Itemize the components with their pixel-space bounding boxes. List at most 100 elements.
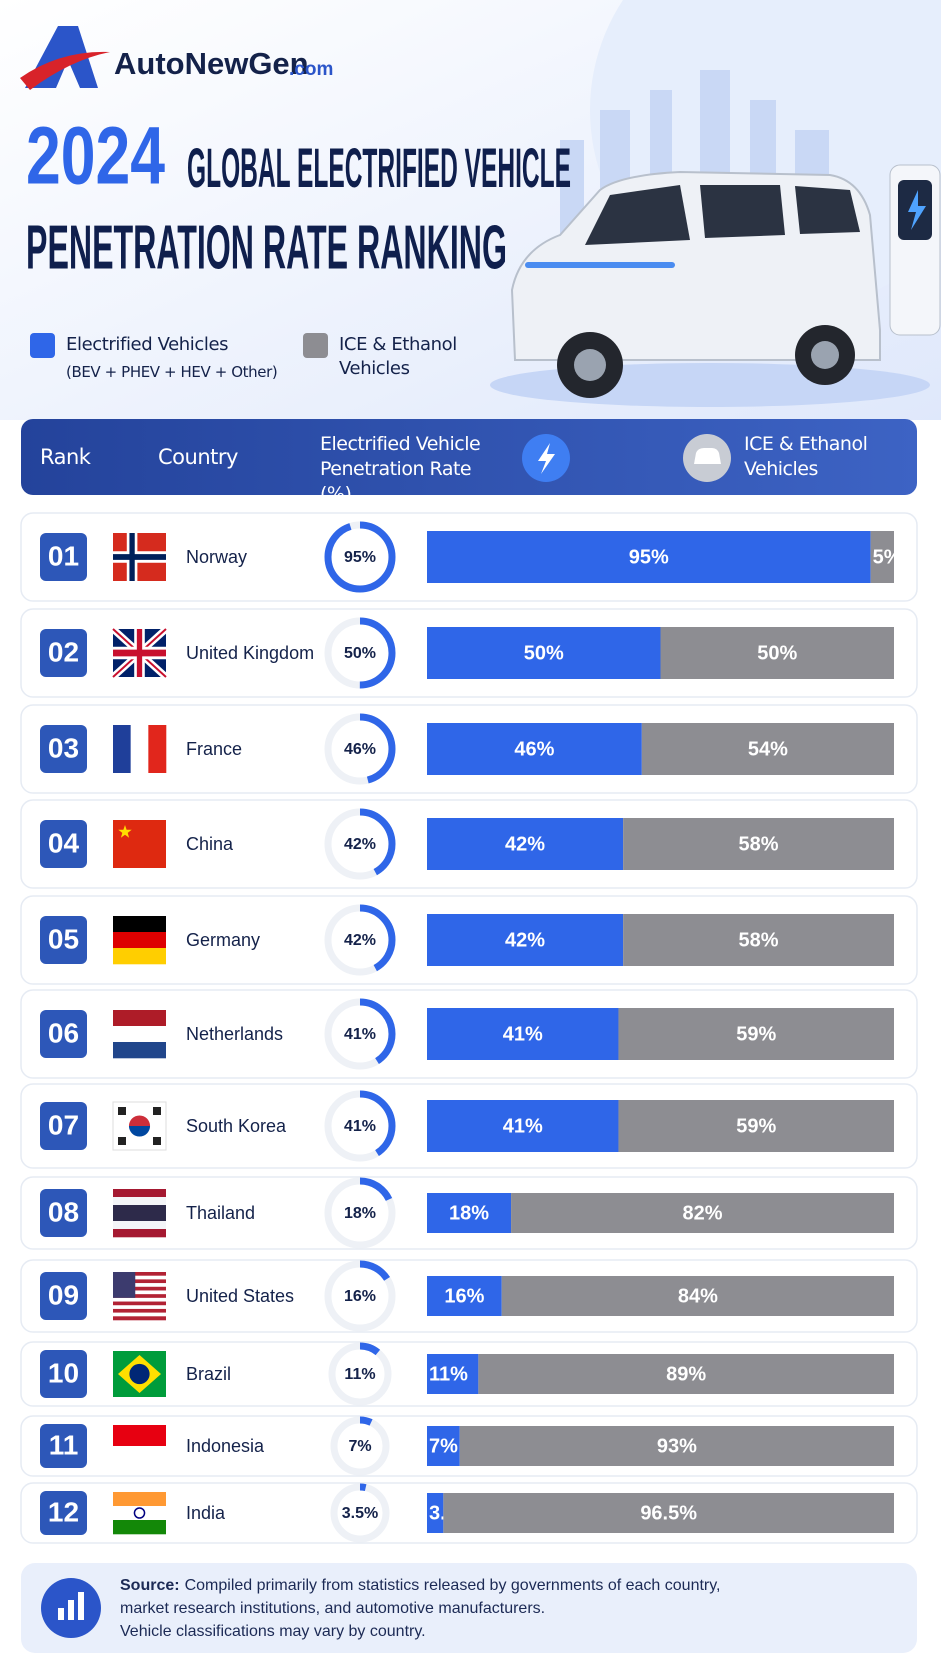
flag <box>113 1275 166 1280</box>
flag <box>113 1308 166 1313</box>
source-text: Vehicle classifications may vary by coun… <box>120 1623 426 1640</box>
rank-badge <box>40 629 87 677</box>
bar-segment <box>427 1193 512 1233</box>
flag <box>118 825 132 838</box>
legend-swatch <box>303 333 328 358</box>
ring-arc <box>324 1090 396 1162</box>
ring-arc <box>324 1177 396 1249</box>
flag <box>113 1312 166 1317</box>
bar-segment <box>623 818 894 870</box>
source-text: Compiled primarily from statistics relea… <box>185 1577 721 1594</box>
bar-segment <box>427 1426 460 1466</box>
country: France <box>186 739 242 759</box>
rank: 11 <box>49 1429 79 1460</box>
title-line: PENETRATION RATE RANKING <box>26 213 507 282</box>
bar-segment <box>427 627 661 679</box>
flag <box>113 1042 166 1059</box>
bar-label: 42% <box>505 929 545 951</box>
ring-label: 50% <box>344 645 376 662</box>
rank-badge <box>40 1272 87 1320</box>
flag <box>113 1301 166 1306</box>
country: United Kingdom <box>186 643 314 663</box>
flag <box>113 1520 166 1535</box>
flag <box>113 1425 166 1447</box>
flag <box>113 1305 166 1310</box>
flag <box>128 1126 151 1137</box>
flag <box>133 1507 146 1519</box>
bar-label: 58% <box>739 929 779 951</box>
bar-label: 59% <box>736 1023 776 1045</box>
flag <box>153 1137 161 1145</box>
bar-segment <box>641 723 894 775</box>
country: India <box>186 1503 226 1523</box>
flag <box>130 725 149 773</box>
ring-label: 41% <box>344 1118 376 1135</box>
bar-label: 82% <box>683 1202 723 1224</box>
bar-label: 96.5% <box>640 1502 697 1524</box>
bar-segment <box>427 1008 619 1060</box>
rank: 06 <box>48 1017 79 1048</box>
flag <box>113 1205 166 1222</box>
source-label: Source: <box>120 1577 180 1594</box>
flag <box>153 1107 161 1115</box>
ring-label: 42% <box>344 932 376 949</box>
flag <box>113 1283 166 1288</box>
rank-badge <box>40 1491 87 1535</box>
bar-segment <box>511 1193 894 1233</box>
rank: 04 <box>48 827 80 858</box>
rank: 10 <box>48 1357 79 1388</box>
bar-label: 46% <box>514 738 554 760</box>
rank-badge <box>40 916 87 964</box>
rank-badge <box>40 533 87 581</box>
bar-segment <box>618 1100 894 1152</box>
flag <box>128 1115 151 1126</box>
source-text: market research institutions, and automo… <box>120 1600 545 1617</box>
ring-arc <box>324 617 396 689</box>
country: Germany <box>186 930 260 950</box>
bar-label: 5% <box>873 546 902 568</box>
flag <box>113 1229 166 1238</box>
bar-label: 18% <box>449 1202 489 1224</box>
column-header: Electrified Vehicle Penetration Rate (%) <box>320 433 481 505</box>
bar-label: 50% <box>757 642 797 664</box>
bar-label: 41% <box>503 1115 543 1137</box>
flag <box>113 1279 166 1284</box>
ring-arc <box>324 904 396 976</box>
rank-badge <box>40 1010 87 1058</box>
ring-label: 42% <box>344 836 376 853</box>
rank-badge <box>40 1102 87 1150</box>
country: South Korea <box>186 1116 287 1136</box>
flag <box>148 725 167 773</box>
ring-label: 7% <box>348 1438 371 1455</box>
bar-label: 89% <box>666 1363 706 1385</box>
bar-label: 59% <box>736 1115 776 1137</box>
rank-badge <box>40 1424 87 1468</box>
bar-segment <box>478 1354 894 1394</box>
rank-badge <box>40 1350 87 1398</box>
bar-segment <box>427 531 871 583</box>
flag <box>113 1290 166 1295</box>
flag <box>113 725 131 773</box>
flag <box>113 649 166 657</box>
bar-segment <box>427 1276 502 1316</box>
flag <box>129 1363 150 1385</box>
ring-label: 46% <box>344 741 376 758</box>
bar-segment <box>427 1493 444 1533</box>
flag <box>113 1297 166 1302</box>
country: Norway <box>186 547 247 567</box>
flag <box>113 1197 166 1206</box>
bar-label: 50% <box>524 642 564 664</box>
ring-label: 41% <box>344 1026 376 1043</box>
rank: 05 <box>48 923 79 954</box>
country: China <box>186 834 234 854</box>
flag <box>113 1506 166 1521</box>
rank-badge <box>40 820 87 868</box>
ring-arc <box>324 713 396 785</box>
title-line: GLOBAL ELECTRIFIED VEHICLE <box>187 136 571 199</box>
ring-label: 18% <box>344 1205 376 1222</box>
bar-label: 54% <box>748 738 788 760</box>
rank: 02 <box>48 636 79 667</box>
bar-label: 41% <box>503 1023 543 1045</box>
flag <box>113 916 166 933</box>
